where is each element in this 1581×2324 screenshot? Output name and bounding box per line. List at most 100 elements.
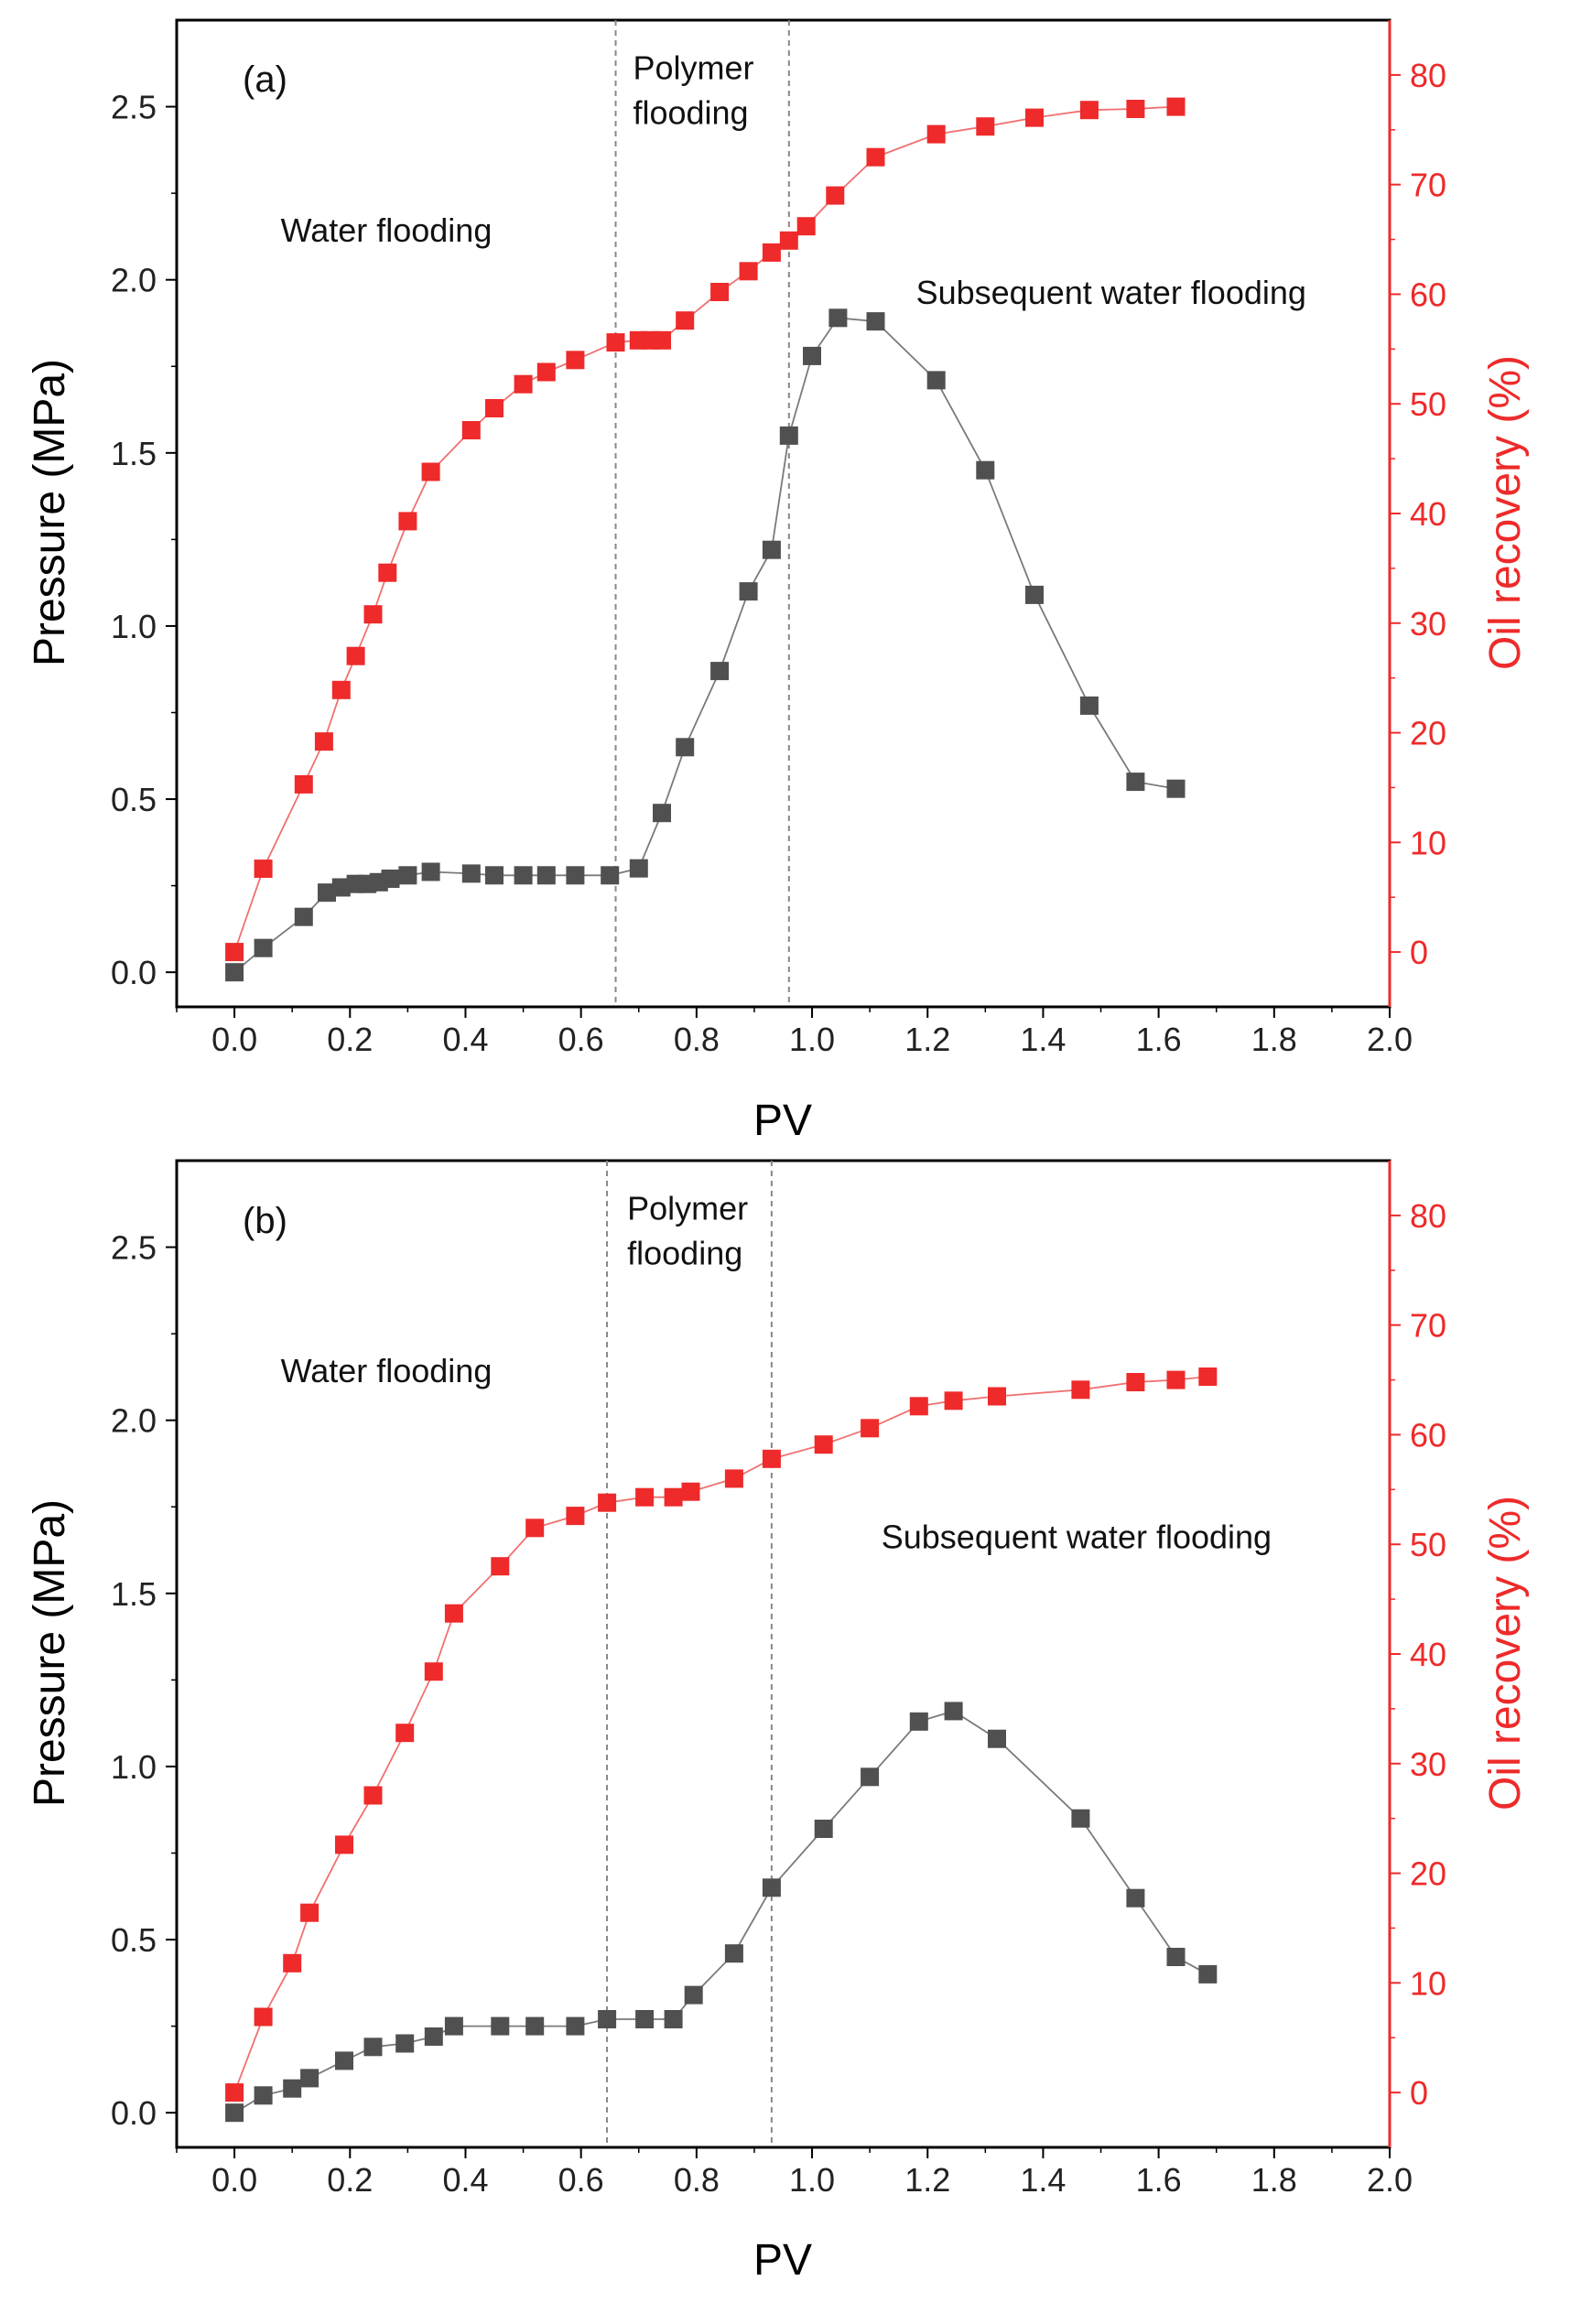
oil-recovery-point <box>606 333 625 352</box>
pressure-point <box>601 866 620 885</box>
series-lines <box>233 1376 1208 2113</box>
x-tick-label: 1.0 <box>789 1021 835 1058</box>
pressure-point <box>485 866 504 885</box>
x-tick-label: 1.2 <box>904 2161 950 2199</box>
oil-recovery-point <box>724 1469 743 1488</box>
y-tick-label: 1.0 <box>111 1748 157 1786</box>
y-tick-label: 2.0 <box>111 1402 157 1440</box>
y2-tick-label: 30 <box>1410 605 1446 643</box>
oil-recovery-point <box>444 1604 463 1623</box>
oil-recovery-point <box>1126 1373 1145 1391</box>
y2-axis-ticks: 0 10 20 30 40 50 60 70 80 <box>1388 1161 1446 2147</box>
y-tick-label: 0.0 <box>111 954 157 991</box>
oil-recovery-point <box>710 283 730 301</box>
oil-recovery-point <box>314 732 333 751</box>
pressure-point <box>803 346 821 365</box>
y-tick-label: 2.5 <box>111 89 157 126</box>
pressure-point <box>461 864 481 883</box>
oil-recovery-point <box>346 646 365 665</box>
pressure-point <box>944 1702 963 1721</box>
pressure-point <box>491 2016 510 2036</box>
x-axis-label: PV <box>753 2236 812 2285</box>
y2-tick-label: 40 <box>1410 1636 1446 1673</box>
annotation-text: Subsequent water flooding <box>882 1519 1272 1556</box>
oil-recovery-point <box>861 1419 880 1438</box>
annotation-text: Polymer <box>633 49 753 86</box>
x-tick-label: 0.0 <box>211 1021 257 1058</box>
oil-recovery-line <box>233 1376 1208 2093</box>
oil-recovery-point <box>739 262 758 281</box>
oil-recovery-point <box>514 374 533 394</box>
y2-tick-label: 60 <box>1410 276 1446 313</box>
pressure-point <box>653 804 671 823</box>
x-axis-ticks: 0.0 0.2 0.4 0.6 0.8 1.0 1.2 1.4 1.6 1.8 2.0 <box>176 1007 1413 1058</box>
x-tick-label: 1.6 <box>1136 2161 1182 2199</box>
pressure-point <box>828 308 848 328</box>
pressure-point <box>1071 1809 1090 1828</box>
x-tick-label: 0.2 <box>327 1021 373 1058</box>
pressure-point <box>536 866 556 885</box>
y-tick-label: 0.0 <box>111 2094 157 2132</box>
oil-recovery-point <box>225 2083 244 2102</box>
oil-recovery-point <box>826 186 845 205</box>
oil-recovery-point <box>779 231 798 250</box>
oil-recovery-point <box>294 774 313 794</box>
pressure-point <box>926 371 946 390</box>
pressure-point <box>294 907 313 926</box>
oil-recovery-point <box>598 1493 617 1512</box>
plot-frame <box>175 18 1391 1009</box>
pressure-point <box>814 1820 833 1838</box>
pressure-point <box>381 870 400 888</box>
y2-tick-label: 80 <box>1410 1197 1446 1235</box>
oil-recovery-point <box>300 1903 319 1922</box>
panel-label: (a) <box>243 59 287 100</box>
pressure-point <box>1166 1948 1186 1966</box>
oil-recovery-point <box>254 859 273 879</box>
pressure-point <box>988 1729 1006 1748</box>
y2-axis-label: Oil recovery (%) <box>1481 1496 1530 1811</box>
pressure-point <box>629 859 648 878</box>
oil-recovery-point <box>1126 100 1145 118</box>
y-tick-label: 0.5 <box>111 1921 157 1959</box>
pressure-point <box>1126 773 1145 792</box>
y2-tick-label: 0 <box>1410 2074 1428 2112</box>
oil-recovery-point <box>398 512 417 531</box>
oil-recovery-point <box>254 2007 273 2027</box>
oil-recovery-point <box>1198 1367 1218 1386</box>
x-tick-label: 1.2 <box>904 1021 950 1058</box>
x-tick-label: 0.6 <box>558 1021 604 1058</box>
oil-recovery-point <box>796 217 816 236</box>
pressure-point <box>225 2103 244 2123</box>
pressure-point <box>254 938 273 957</box>
pressure-point <box>566 2016 585 2036</box>
oil-recovery-point <box>424 1662 443 1681</box>
oil-recovery-point <box>1079 101 1099 120</box>
y2-tick-label: 70 <box>1410 1307 1446 1345</box>
pressure-point <box>710 662 730 681</box>
pressure-point <box>363 2038 383 2057</box>
pressure-point <box>525 2016 545 2036</box>
x-tick-label: 1.4 <box>1020 1021 1066 1058</box>
oil-recovery-point <box>378 563 397 582</box>
panel-label: (b) <box>243 1201 287 1241</box>
oil-recovery-point <box>335 1835 353 1854</box>
pressure-point <box>225 963 244 982</box>
pressure-point <box>724 1944 743 1963</box>
pressure-point <box>909 1712 928 1731</box>
y-axis-label: Pressure (MPa) <box>26 359 74 666</box>
oil-recovery-point <box>283 1953 302 1973</box>
plot-frame <box>175 1159 1391 2149</box>
series-markers <box>225 97 1186 982</box>
pressure-point <box>300 2069 319 2088</box>
pressure-point <box>444 2016 463 2036</box>
pressure-point <box>762 540 781 559</box>
pressure-point <box>1079 696 1099 715</box>
pressure-point <box>1126 1888 1145 1908</box>
pressure-point <box>1025 585 1044 604</box>
phase-dividers <box>614 20 790 1007</box>
oil-recovery-point <box>944 1391 963 1411</box>
y2-tick-label: 10 <box>1410 824 1446 861</box>
y2-tick-label: 70 <box>1410 167 1446 204</box>
y2-tick-label: 20 <box>1410 1855 1446 1893</box>
x-tick-label: 0.0 <box>211 2161 257 2199</box>
